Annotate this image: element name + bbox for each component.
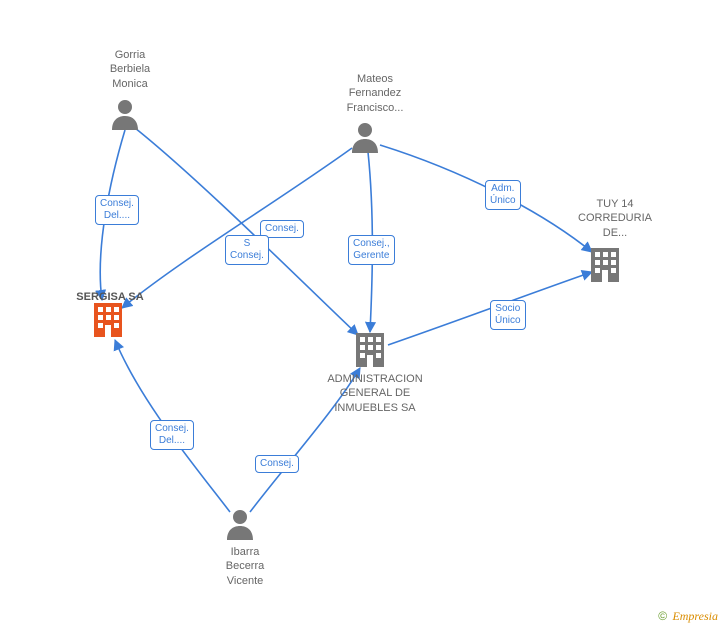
edge: [122, 148, 352, 308]
edge-label: Consej., Gerente: [348, 235, 395, 265]
node-label: Ibarra Becerra Vicente: [215, 545, 275, 588]
copyright-brand: Empresia: [672, 609, 718, 623]
edge-label: Adm. Único: [485, 180, 521, 210]
building-icon: [356, 333, 384, 367]
nodes-layer: [94, 100, 619, 540]
node-label: ADMINISTRACION GENERAL DE INMUEBLES SA: [315, 372, 435, 415]
person-icon: [227, 510, 253, 540]
person-icon: [112, 100, 138, 130]
edge-label: Socio Único: [490, 300, 526, 330]
edge-label: S Consej.: [225, 235, 269, 265]
node-label: TUY 14 CORREDURIA DE...: [570, 197, 660, 240]
copyright: © Empresia: [658, 609, 718, 624]
person-icon: [352, 123, 378, 153]
edge-label: Consej. Del....: [150, 420, 194, 450]
node-label: Gorria Berbiela Monica: [100, 48, 160, 91]
copyright-symbol: ©: [658, 609, 667, 623]
node-label: Mateos Fernandez Francisco...: [335, 72, 415, 115]
edge-label: Consej.: [255, 455, 299, 473]
building-icon: [94, 303, 122, 337]
building-icon: [591, 248, 619, 282]
node-label: SERGISA SA: [60, 290, 160, 304]
edge-label: Consej. Del....: [95, 195, 139, 225]
edge: [135, 128, 358, 335]
